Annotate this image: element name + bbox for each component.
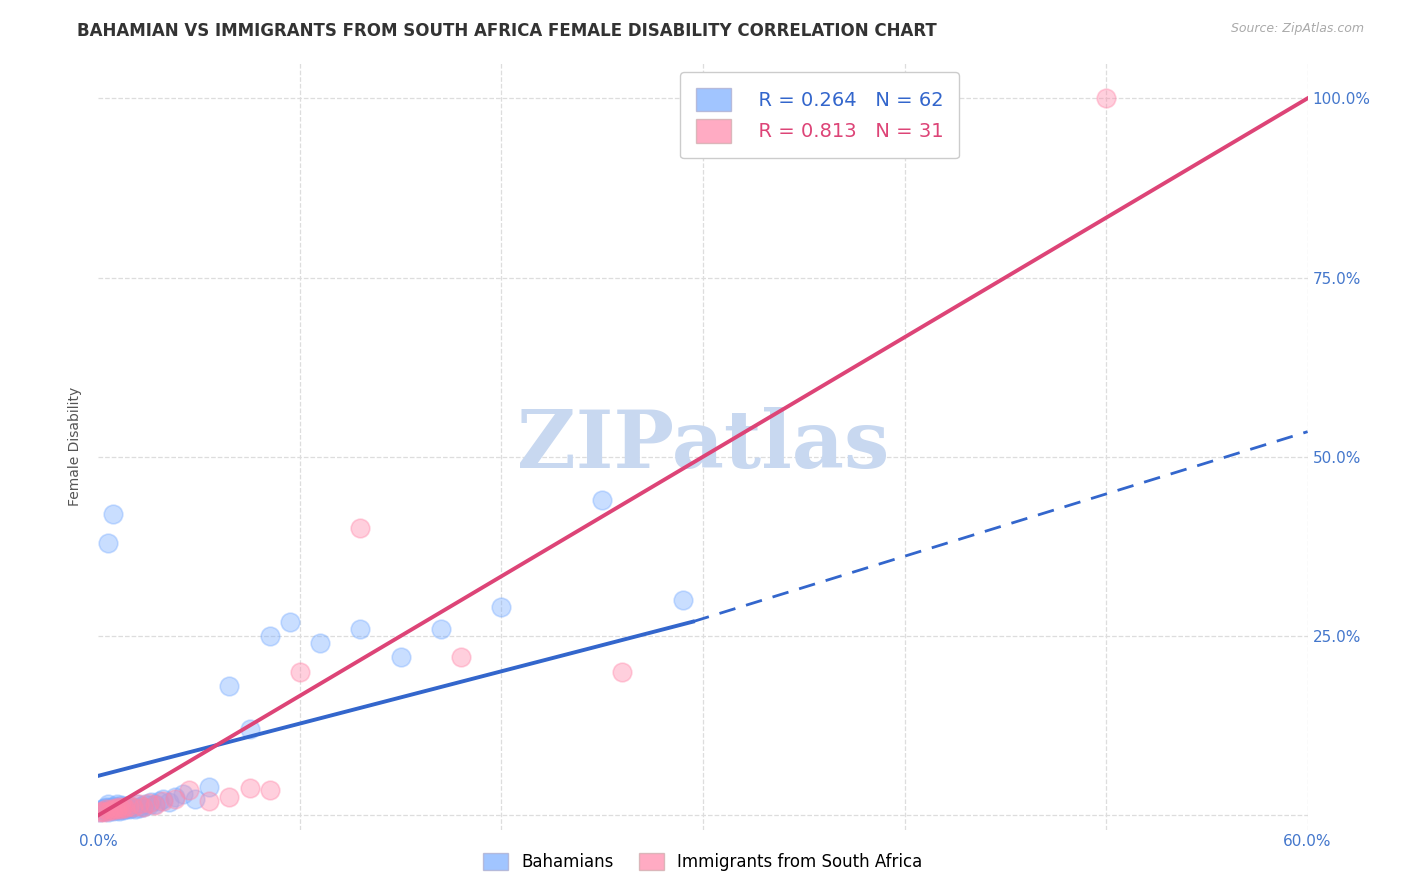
Point xyxy=(125,797,148,812)
Point xyxy=(179,783,201,797)
Point xyxy=(672,593,695,607)
Point xyxy=(491,600,513,615)
Point xyxy=(138,798,160,813)
Point xyxy=(105,803,128,817)
Point xyxy=(129,798,152,813)
Point xyxy=(111,803,134,817)
Point xyxy=(430,622,453,636)
Point xyxy=(288,665,311,679)
Point xyxy=(101,804,124,818)
Point xyxy=(97,801,120,815)
Point xyxy=(239,722,262,736)
Point xyxy=(107,800,129,814)
Legend:   R = 0.264   N = 62,   R = 0.813   N = 31: R = 0.264 N = 62, R = 0.813 N = 31 xyxy=(681,72,959,159)
Point xyxy=(450,650,472,665)
Point xyxy=(93,801,115,815)
Point xyxy=(198,780,221,794)
Point xyxy=(152,792,174,806)
Point xyxy=(107,802,129,816)
Point xyxy=(105,801,128,815)
Point xyxy=(163,792,186,806)
Point xyxy=(143,797,166,811)
Point xyxy=(93,805,115,819)
Point xyxy=(259,783,281,797)
Point xyxy=(132,799,155,814)
Point xyxy=(124,802,146,816)
Point xyxy=(101,507,124,521)
Point xyxy=(114,798,136,813)
Point xyxy=(118,798,141,813)
Point xyxy=(89,805,111,820)
Point xyxy=(591,492,613,507)
Point xyxy=(349,622,371,636)
Point xyxy=(111,800,134,814)
Point xyxy=(105,797,128,812)
Point xyxy=(218,790,240,805)
Point xyxy=(118,798,141,813)
Point xyxy=(96,799,118,814)
Point xyxy=(107,799,129,814)
Point xyxy=(100,802,122,816)
Point xyxy=(110,802,132,816)
Point xyxy=(110,802,132,816)
Text: Source: ZipAtlas.com: Source: ZipAtlas.com xyxy=(1230,22,1364,36)
Point xyxy=(134,797,156,811)
Legend: Bahamians, Immigrants from South Africa: Bahamians, Immigrants from South Africa xyxy=(475,845,931,880)
Point xyxy=(115,801,138,815)
Point xyxy=(114,802,136,816)
Point xyxy=(172,787,194,801)
Point xyxy=(101,803,124,817)
Point xyxy=(612,665,634,679)
Point xyxy=(148,794,170,808)
Point xyxy=(114,801,136,815)
Point xyxy=(139,795,162,809)
Point xyxy=(97,804,120,818)
Point xyxy=(259,629,281,643)
Point xyxy=(89,805,111,819)
Point xyxy=(97,802,120,816)
Point xyxy=(110,798,132,813)
Point xyxy=(278,615,301,629)
Point xyxy=(103,802,125,816)
Point xyxy=(128,797,150,812)
Point xyxy=(349,521,371,535)
Point xyxy=(218,679,240,693)
Point xyxy=(97,805,120,819)
Point xyxy=(239,780,262,795)
Point xyxy=(93,804,115,818)
Point xyxy=(121,799,143,814)
Point xyxy=(96,803,118,817)
Point xyxy=(100,799,122,814)
Point xyxy=(101,801,124,815)
Point xyxy=(91,802,114,816)
Point xyxy=(103,801,125,815)
Point xyxy=(120,801,142,815)
Point xyxy=(184,792,207,806)
Point xyxy=(152,794,174,808)
Point xyxy=(91,804,114,818)
Point xyxy=(118,802,141,816)
Point xyxy=(1095,91,1118,105)
Point xyxy=(389,650,412,665)
Point xyxy=(128,801,150,815)
Point xyxy=(198,794,221,808)
Point xyxy=(111,799,134,814)
Point xyxy=(163,790,186,805)
Point xyxy=(96,802,118,816)
Point xyxy=(97,797,120,812)
Point xyxy=(100,803,122,817)
Point xyxy=(132,799,155,814)
Point xyxy=(103,798,125,813)
Point xyxy=(97,536,120,550)
Point xyxy=(121,800,143,814)
Point xyxy=(138,796,160,810)
Text: BAHAMIAN VS IMMIGRANTS FROM SOUTH AFRICA FEMALE DISABILITY CORRELATION CHART: BAHAMIAN VS IMMIGRANTS FROM SOUTH AFRICA… xyxy=(77,22,936,40)
Y-axis label: Female Disability: Female Disability xyxy=(69,386,83,506)
Text: ZIPatlas: ZIPatlas xyxy=(517,407,889,485)
Point xyxy=(157,795,180,809)
Point xyxy=(143,798,166,813)
Point xyxy=(107,804,129,818)
Point xyxy=(309,636,332,650)
Point xyxy=(105,802,128,816)
